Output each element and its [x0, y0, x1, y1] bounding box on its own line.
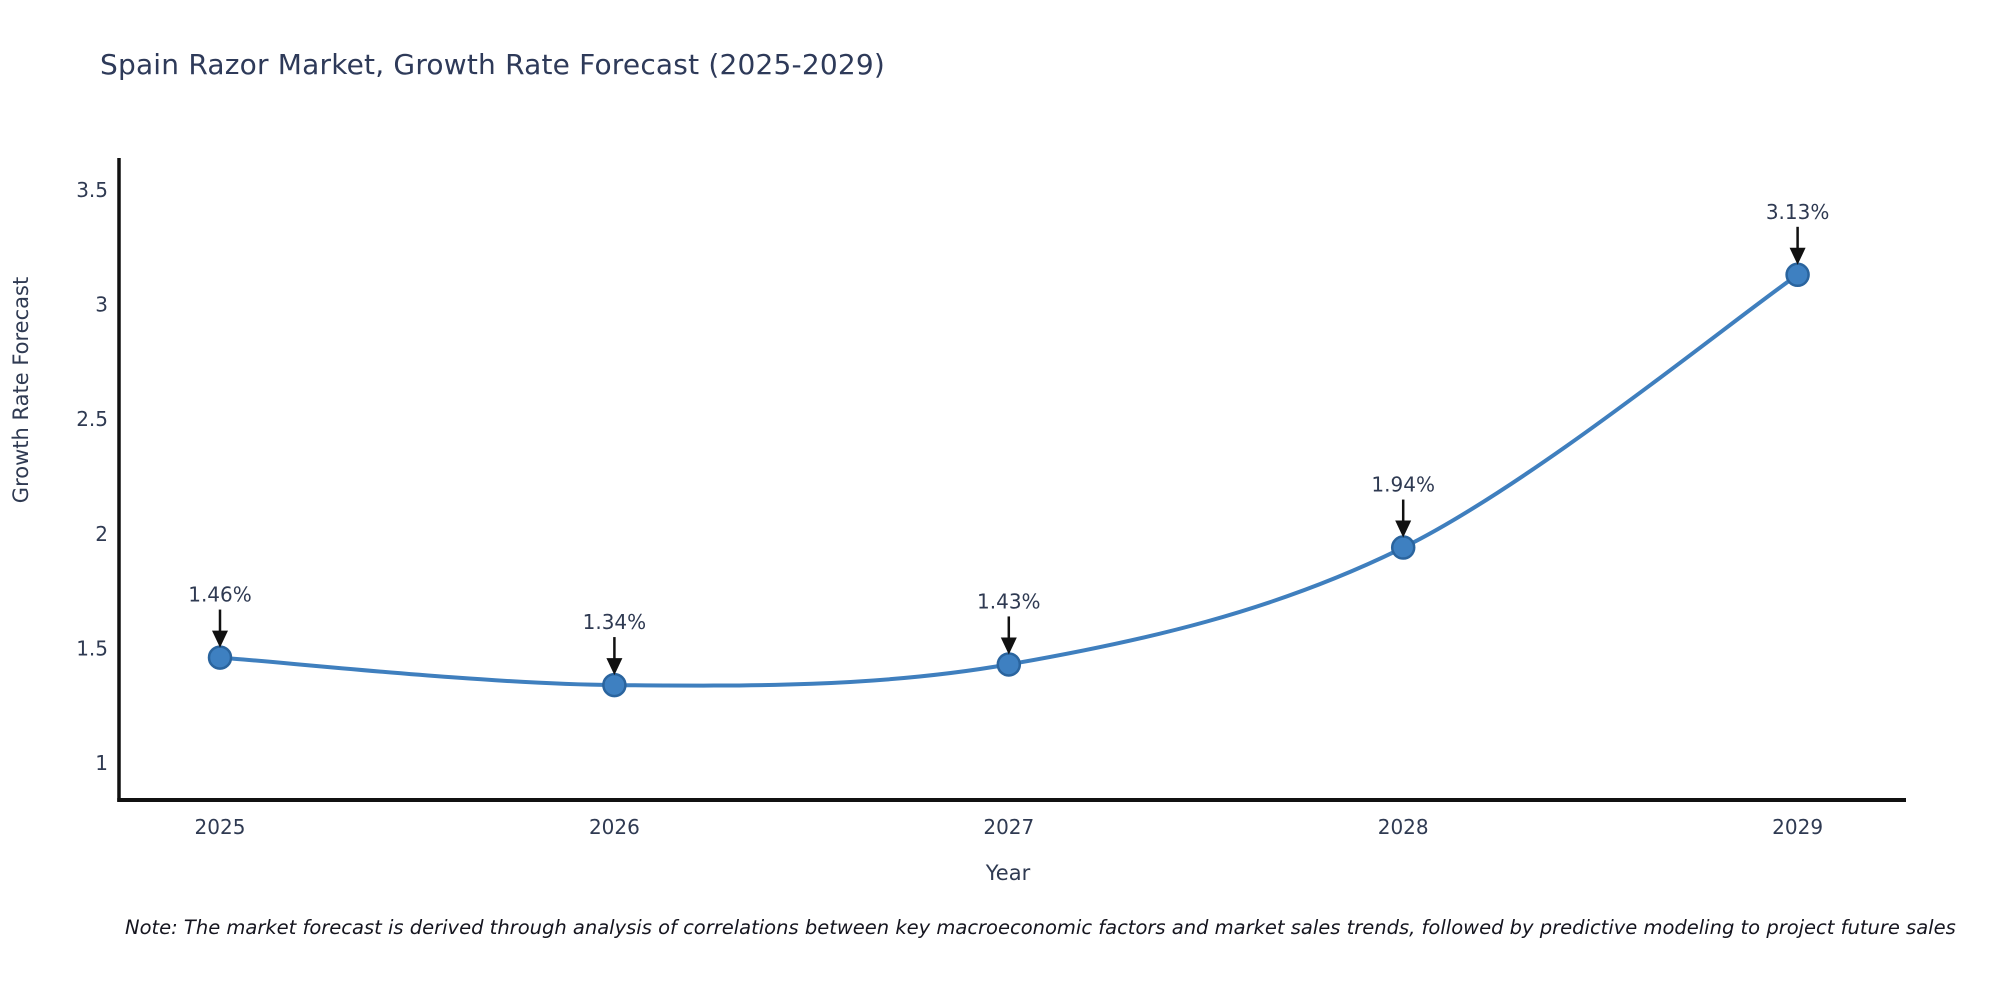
- x-tick-label: 2028: [1378, 815, 1429, 839]
- annotation-arrow-head: [606, 658, 623, 676]
- y-tick-label: 1: [95, 751, 108, 775]
- x-tick-label: 2026: [589, 815, 640, 839]
- data-point-marker: [602, 672, 627, 698]
- data-point-marker: [1785, 262, 1810, 288]
- point-value-label: 3.13%: [1766, 200, 1830, 224]
- x-tick-label: 2027: [983, 815, 1034, 839]
- y-tick-label: 3.5: [76, 178, 108, 202]
- x-axis-title: Year: [985, 861, 1031, 885]
- y-tick-label: 2: [95, 522, 108, 546]
- chart-title: Spain Razor Market, Growth Rate Forecast…: [100, 48, 886, 81]
- point-value-label: 1.94%: [1371, 473, 1435, 497]
- annotation-arrow-head: [1395, 520, 1412, 538]
- y-tick-label: 2.5: [76, 407, 108, 431]
- x-tick-label: 2029: [1772, 815, 1823, 839]
- point-value-label: 1.34%: [583, 610, 647, 634]
- x-tick-label: 2025: [195, 815, 246, 839]
- annotation-arrow-head: [212, 630, 228, 648]
- point-value-label: 1.43%: [977, 589, 1041, 613]
- y-tick-label: 3: [95, 293, 108, 317]
- annotation-arrow-head: [1000, 637, 1017, 655]
- data-point-marker: [1390, 535, 1416, 560]
- footnote: Note: The market forecast is derived thr…: [125, 916, 1956, 939]
- y-tick-label: 1.5: [76, 636, 108, 660]
- data-point-marker: [996, 652, 1022, 677]
- point-value-label: 1.46%: [188, 583, 252, 607]
- annotation-arrow-head: [1789, 247, 1806, 265]
- data-point-marker: [207, 645, 233, 670]
- y-axis-title: Growth Rate Forecast: [9, 277, 33, 503]
